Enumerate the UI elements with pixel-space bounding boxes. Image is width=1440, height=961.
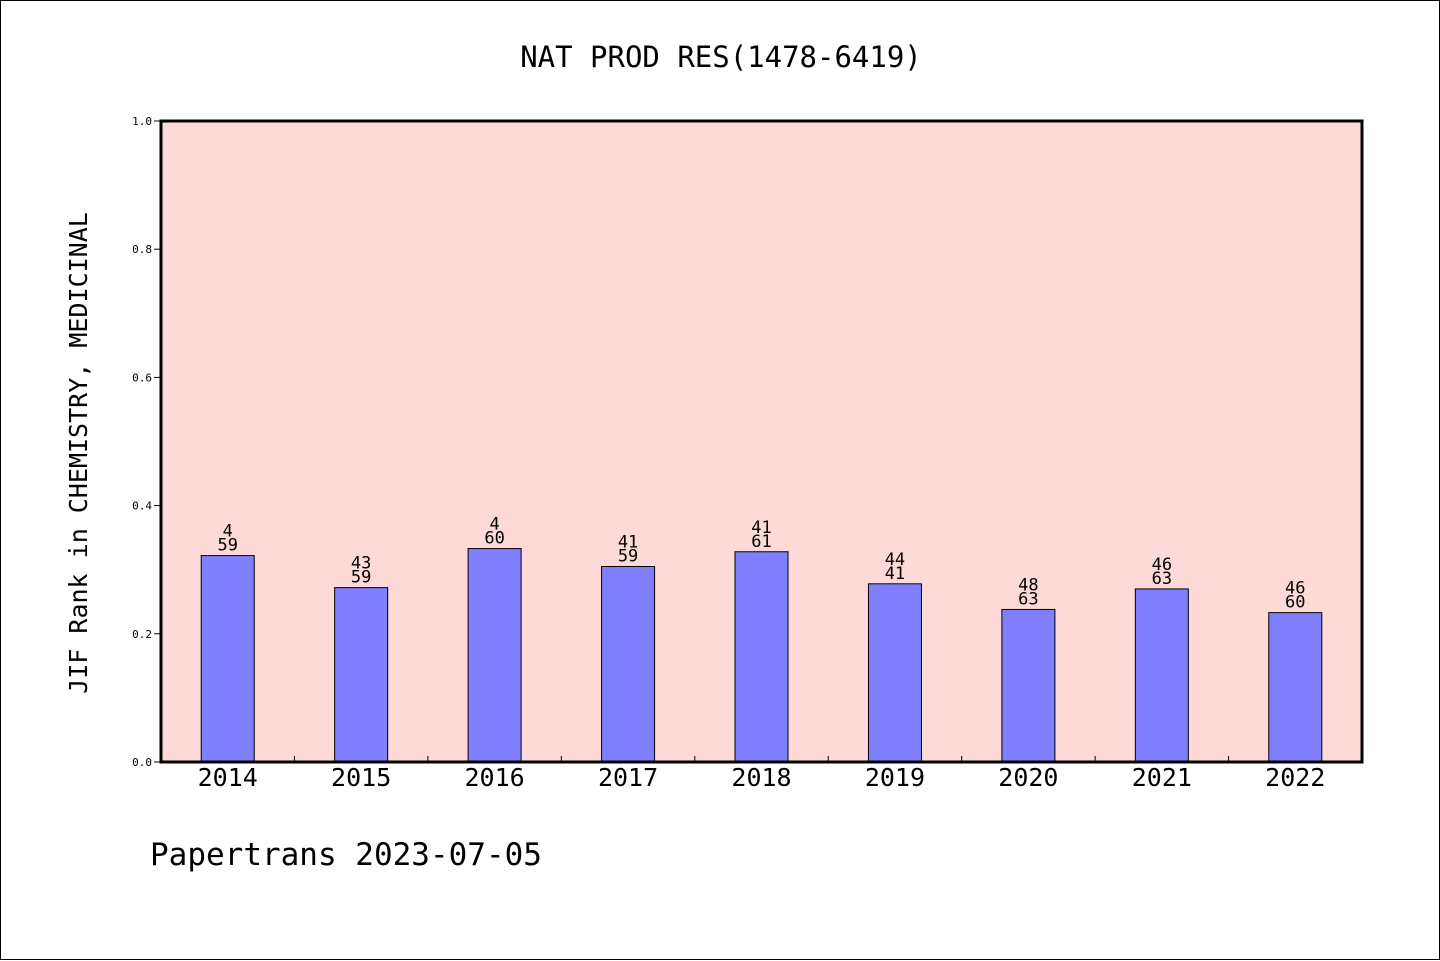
bar-label-rank: 41 [751, 518, 771, 538]
bar-2018 [734, 551, 789, 763]
x-tick-label: 2021 [1132, 763, 1192, 792]
bar-label-rank: 46 [1152, 555, 1172, 575]
plot-border [159, 119, 1364, 764]
x-tick-label: 2022 [1265, 763, 1325, 792]
bar-label-rank: 43 [351, 554, 371, 574]
y-tick-label: 0.2 [132, 628, 152, 641]
bar-label-total: 59 [217, 536, 237, 556]
bar-label-total: 63 [1018, 589, 1038, 609]
y-tick-label: 0.8 [132, 243, 152, 256]
x-tick-label: 2015 [331, 763, 391, 792]
bar-2015 [334, 587, 389, 763]
bar-2017 [601, 565, 656, 763]
bar-2022 [1268, 612, 1323, 763]
bar-label-total: 61 [751, 532, 771, 552]
bar-2019 [867, 583, 922, 763]
bar-label-rank: 46 [1285, 579, 1305, 599]
bar-label-rank: 4 [489, 515, 499, 535]
bar-label-total: 59 [618, 546, 638, 566]
bar-label-rank: 44 [885, 550, 905, 570]
x-tick-label: 2014 [198, 763, 258, 792]
bar-2014 [200, 555, 255, 763]
bar-label-total: 41 [885, 564, 905, 584]
x-tick-label: 2019 [865, 763, 925, 792]
y-axis: 0.0 0.2 0.4 0.6 0.8 1.0 [132, 115, 161, 769]
y-tick-label: 0.6 [132, 371, 152, 384]
x-tick-label: 2017 [598, 763, 658, 792]
bar-label-total: 60 [484, 529, 504, 549]
y-tick-label: 0.4 [132, 500, 152, 513]
bar-label-rank: 48 [1018, 575, 1038, 595]
y-tick-label: 1.0 [132, 115, 152, 128]
y-axis-label: JIF Rank in CHEMISTRY, MEDICINAL [64, 212, 93, 694]
footer-credit: Papertrans 2023-07-05 [150, 837, 542, 873]
bar-2021 [1134, 588, 1189, 763]
x-tick-label: 2018 [731, 763, 791, 792]
chart-title: NAT PROD RES(1478-6419) [520, 40, 922, 74]
bar-label-total: 60 [1285, 593, 1305, 613]
bar-2016 [467, 548, 522, 763]
y-tick-label: 0.0 [132, 756, 152, 769]
x-tick-label: 2020 [998, 763, 1058, 792]
bar-label-total: 63 [1152, 569, 1172, 589]
x-tick-label: 2016 [465, 763, 525, 792]
bar-label-rank: 41 [618, 532, 638, 552]
bar-label-total: 59 [351, 568, 371, 588]
bar-label-rank: 4 [223, 522, 233, 542]
x-axis: 2014 2015 2016 2017 2018 2019 2020 2021 2022 [198, 756, 1325, 792]
bar-2020 [1001, 608, 1056, 763]
